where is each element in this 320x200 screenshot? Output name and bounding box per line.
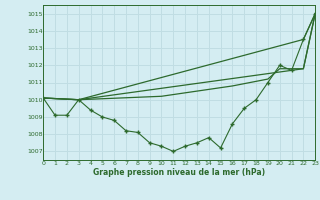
X-axis label: Graphe pression niveau de la mer (hPa): Graphe pression niveau de la mer (hPa) [93, 168, 265, 177]
